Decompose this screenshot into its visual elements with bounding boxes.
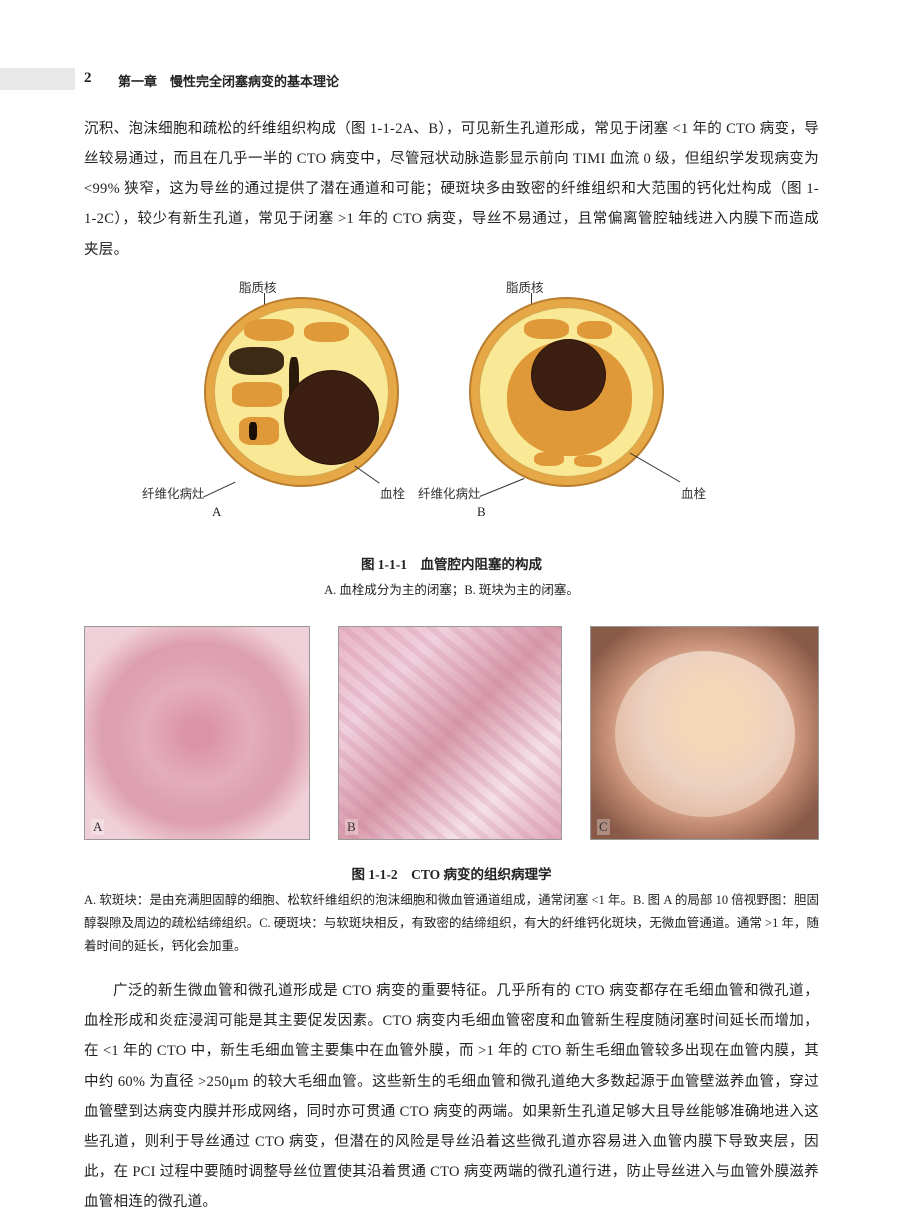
diagram-panel-a xyxy=(204,297,399,487)
histology-panel-b: B xyxy=(338,626,562,840)
figure-1-subcaption: A. 血栓成分为主的闭塞；B. 斑块为主的闭塞。 xyxy=(84,579,819,598)
panel-letter-b: B xyxy=(345,819,358,835)
panel-letter-c: C xyxy=(597,819,610,835)
lipid-deposit xyxy=(244,319,294,341)
histology-tissue-c xyxy=(615,651,795,817)
figure-2-caption: 图 1-1-2 CTO 病变的组织病理学 xyxy=(84,863,819,883)
panel-letter-b: B xyxy=(477,504,486,520)
label-fibrous-a: 纤维化病灶 xyxy=(142,483,205,502)
lipid-deposit xyxy=(524,319,569,339)
histology-panel-a: A xyxy=(84,626,310,840)
fibrous-lesion xyxy=(232,382,282,407)
figure-1-caption: 图 1-1-1 血管腔内阻塞的构成 xyxy=(84,553,819,573)
page-header: 2 第一章 慢性完全闭塞病变的基本理论 xyxy=(0,68,900,98)
fibrous-dark xyxy=(249,422,257,440)
fibrous-lesion xyxy=(239,417,279,445)
label-thrombus-a: 血栓 xyxy=(380,483,405,502)
lipid-deposit xyxy=(574,455,602,467)
histology-panel-c: C xyxy=(590,626,819,840)
paragraph-2: 广泛的新生微血管和微孔道形成是 CTO 病变的重要特征。几乎所有的 CTO 病变… xyxy=(84,976,819,1217)
label-lipid-core-b: 脂质核 xyxy=(506,277,544,296)
label-fibrous-b: 纤维化病灶 xyxy=(418,483,481,502)
page-content: 沉积、泡沫细胞和疏松的纤维组织构成（图 1-1-2A、B），可见新生孔道形成，常… xyxy=(84,114,819,1217)
lipid-deposit xyxy=(577,321,612,339)
lipid-deposit xyxy=(534,452,564,466)
thrombus-a xyxy=(284,370,379,465)
histology-texture-b xyxy=(339,627,561,839)
thrombus-b xyxy=(531,339,606,411)
figure-1-1-2: A B C xyxy=(84,626,819,851)
fibrous-lesion xyxy=(229,347,284,375)
figure-1-1-1: 脂质核 脂质核 xyxy=(84,279,819,549)
vessel-cross-section-a xyxy=(204,297,399,487)
lipid-deposit xyxy=(304,322,349,342)
panel-letter-a: A xyxy=(212,504,221,520)
label-thrombus-b: 血栓 xyxy=(681,483,706,502)
diagram-panel-b xyxy=(469,297,664,487)
figure-2-description: A. 软斑块：是由充满胆固醇的细胞、松软纤维组织的泡沫细胞和微血管通道组成，通常… xyxy=(84,889,819,958)
chapter-title: 第一章 慢性完全闭塞病变的基本理论 xyxy=(118,71,339,90)
vessel-cross-section-b xyxy=(469,297,664,487)
panel-letter-a: A xyxy=(91,819,104,835)
histology-tissue-a xyxy=(103,645,293,823)
header-accent-bar xyxy=(0,68,75,90)
paragraph-1: 沉积、泡沫细胞和疏松的纤维组织构成（图 1-1-2A、B），可见新生孔道形成，常… xyxy=(84,114,819,265)
label-lipid-core-a: 脂质核 xyxy=(239,277,277,296)
page-number: 2 xyxy=(84,70,92,87)
